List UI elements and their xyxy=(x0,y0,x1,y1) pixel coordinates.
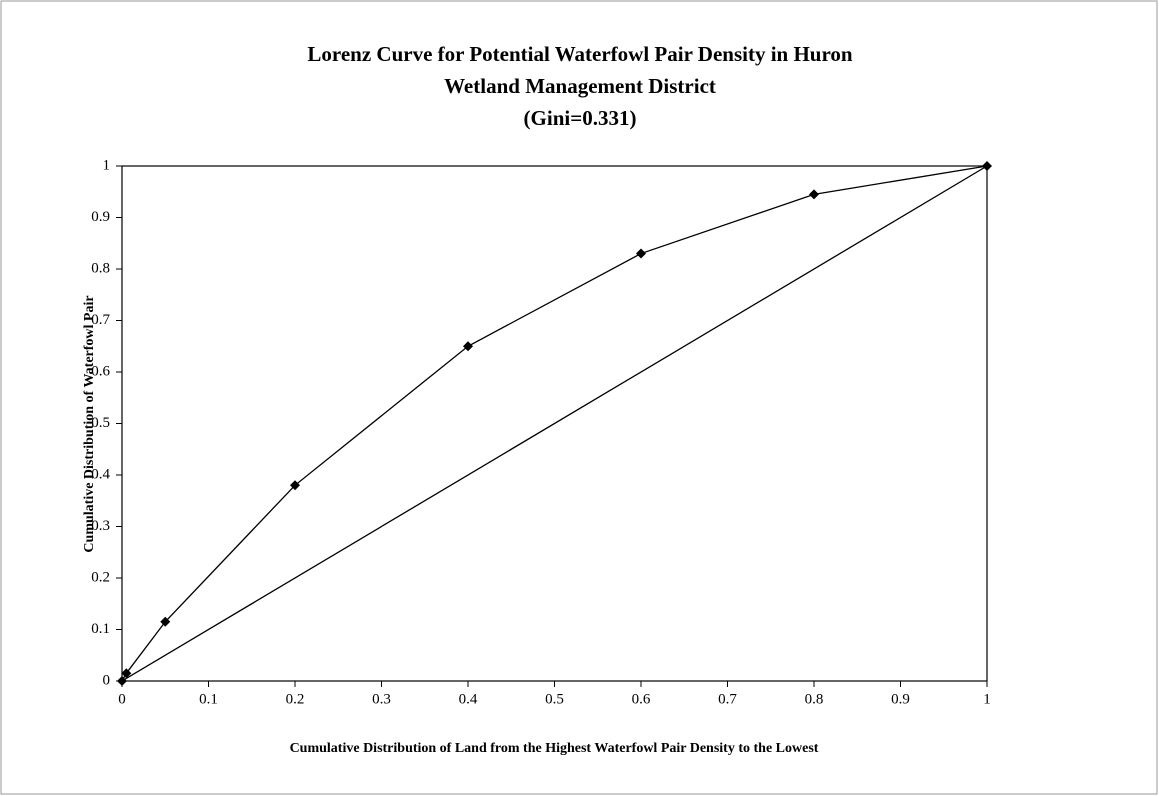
x-tick-label: 0.6 xyxy=(632,691,651,707)
x-tick-label: 0.3 xyxy=(372,691,391,707)
x-tick-label: 0.4 xyxy=(459,691,478,707)
x-axis-label: Cumulative Distribution of Land from the… xyxy=(290,741,819,756)
x-tick-label: 1 xyxy=(983,691,991,707)
y-tick-label: 0.8 xyxy=(91,260,110,276)
y-tick-label: 0.1 xyxy=(91,621,110,637)
y-tick-label: 0.2 xyxy=(91,569,110,585)
x-tick-label: 0.9 xyxy=(891,691,910,707)
x-tick-label: 0.1 xyxy=(199,691,218,707)
series-line xyxy=(121,165,988,682)
point xyxy=(809,189,819,200)
chart-title: (Gini=0.331) xyxy=(524,106,637,130)
point xyxy=(290,480,300,491)
y-axis-label: Cumulative Distribution of Waterfowl Pai… xyxy=(82,295,97,552)
x-tick-label: 0.2 xyxy=(286,691,305,707)
chart-title: Lorenz Curve for Potential Waterfowl Pai… xyxy=(307,42,853,66)
x-tick-label: 0.8 xyxy=(805,691,824,707)
point xyxy=(463,341,473,352)
point xyxy=(636,248,646,259)
y-tick-label: 0.3 xyxy=(91,518,110,534)
y-tick-label: 0.4 xyxy=(91,466,110,482)
y-tick-label: 0.6 xyxy=(91,363,110,379)
y-tick-label: 0.5 xyxy=(91,415,110,431)
y-tick-label: 1 xyxy=(103,157,111,173)
chart-title: Wetland Management District xyxy=(444,74,716,98)
point xyxy=(121,668,132,679)
y-tick-label: 0 xyxy=(103,672,111,688)
y-tick-label: 0.9 xyxy=(91,209,110,225)
x-tick-label: 0.5 xyxy=(545,691,564,707)
x-tick-label: 0 xyxy=(118,691,126,707)
point xyxy=(160,616,171,627)
x-tick-label: 0.7 xyxy=(718,691,737,707)
series-line xyxy=(121,165,988,682)
y-tick-label: 0.7 xyxy=(91,312,110,328)
